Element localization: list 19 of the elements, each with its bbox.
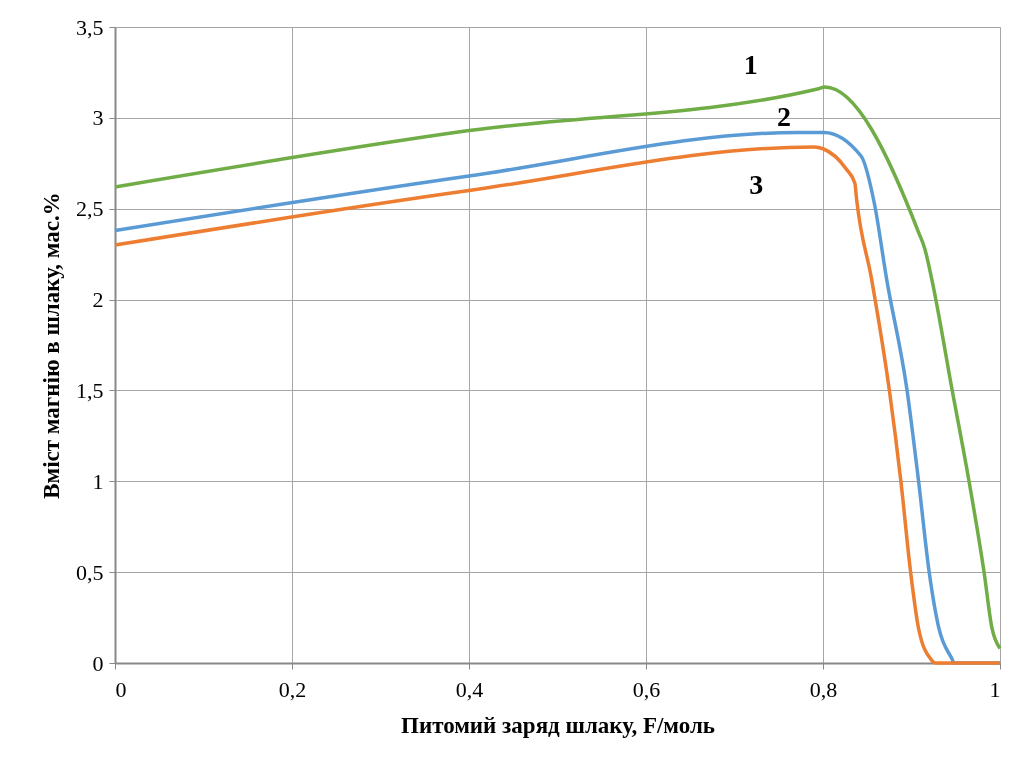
- x-tick-label: 0,2: [278, 676, 307, 702]
- y-tick-label: 2,5: [76, 196, 104, 222]
- y-tick-label: 0: [92, 650, 104, 676]
- y-tick-label: 3,5: [76, 14, 104, 40]
- y-tick-label: 3: [92, 105, 104, 131]
- x-axis-title: Питомий заряд шлаку, F/моль: [401, 712, 715, 738]
- y-tick-label: 1,5: [76, 377, 104, 403]
- y-tick-label: 0,5: [76, 559, 104, 585]
- x-tick-label: 0,6: [632, 676, 661, 702]
- y-tick-label: 2: [92, 287, 104, 313]
- y-tick-label: 1: [92, 468, 104, 494]
- x-tick-label: 0,8: [809, 676, 838, 702]
- series-label: 2: [776, 101, 791, 133]
- x-tick-label: 1: [989, 676, 1001, 702]
- x-tick-label: 0: [115, 676, 127, 702]
- x-tick-label: 0,4: [455, 676, 484, 702]
- series-label: 1: [743, 48, 758, 80]
- y-axis-title: Вміст магнію в шлаку, мас.%: [39, 192, 64, 499]
- series-label: 3: [749, 168, 764, 200]
